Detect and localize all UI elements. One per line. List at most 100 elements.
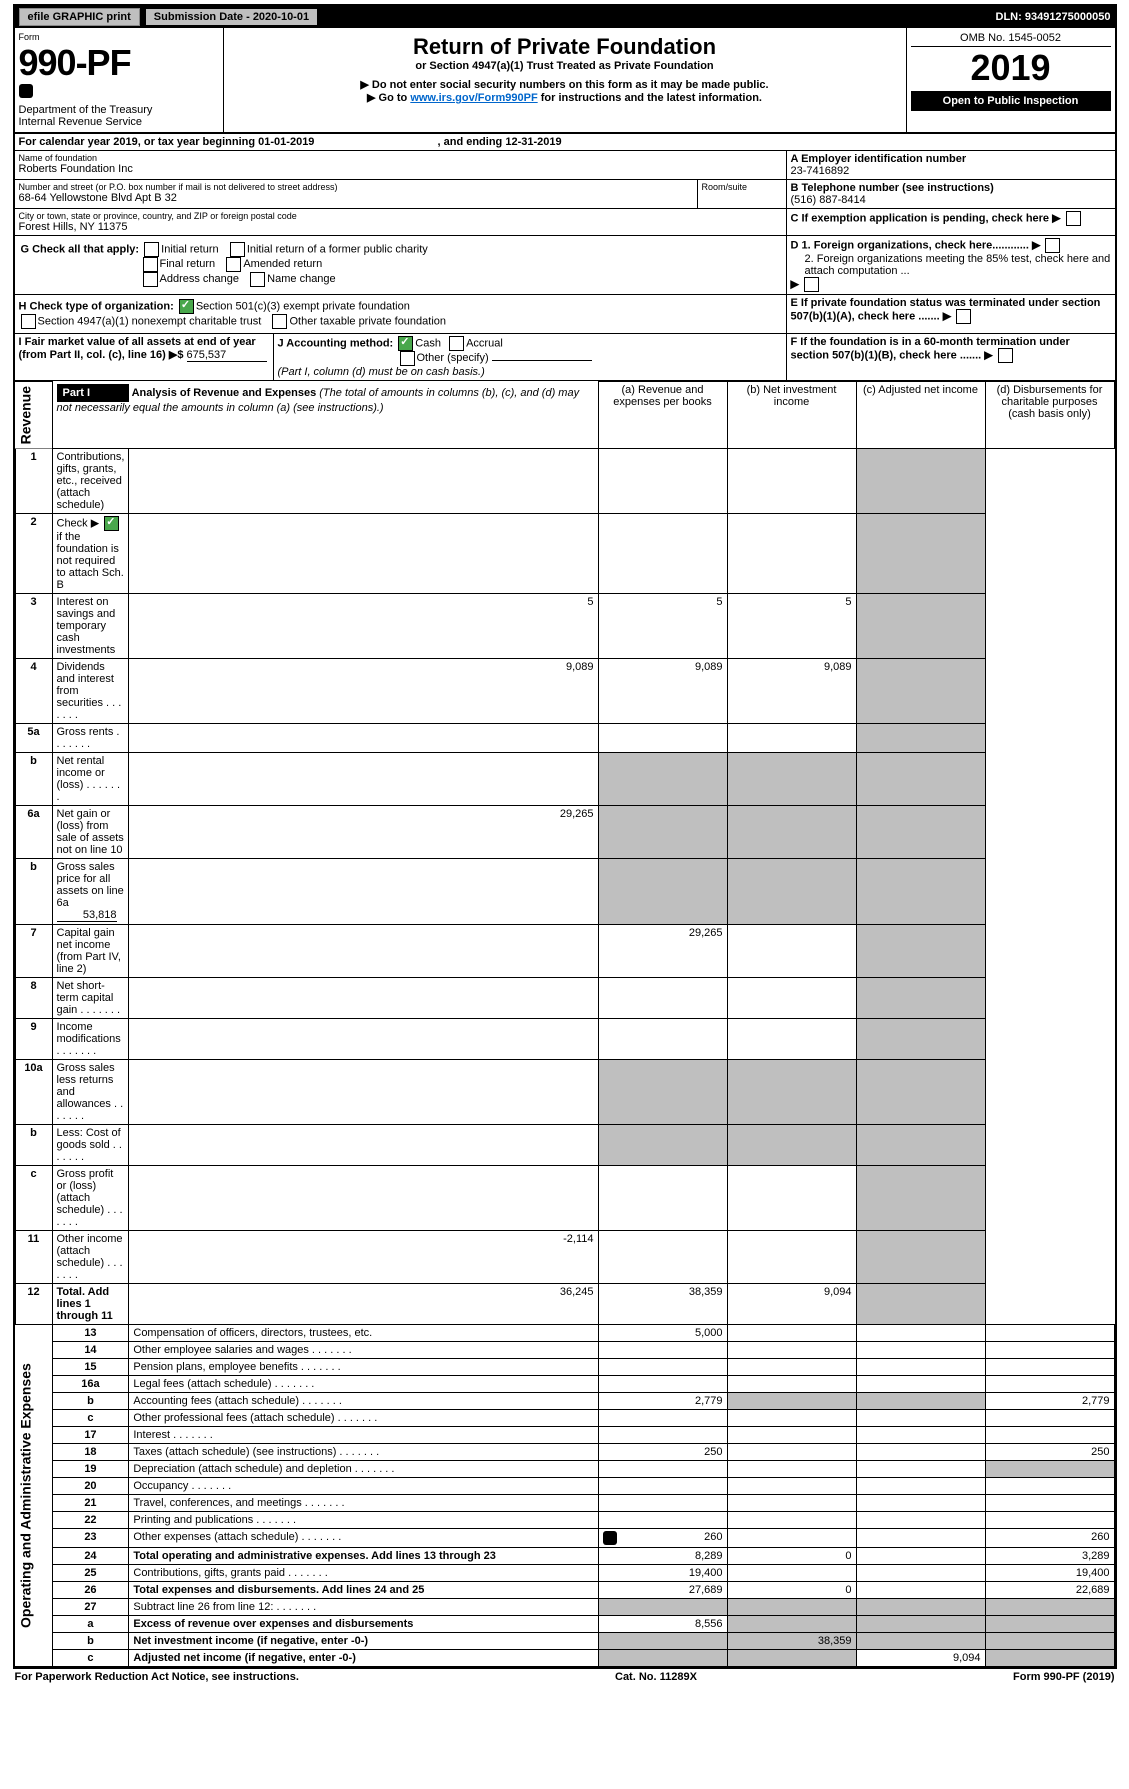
h-other-checkbox[interactable]	[272, 314, 287, 329]
table-row: 26Total expenses and disbursements. Add …	[15, 1582, 1114, 1599]
j-other-checkbox[interactable]	[400, 351, 415, 366]
table-row: cGross profit or (loss) (attach schedule…	[15, 1166, 1114, 1231]
form-number: 990-PF	[19, 42, 219, 84]
section-j: J Accounting method: Cash Accrual Other …	[274, 334, 787, 380]
h-4947-checkbox[interactable]	[21, 314, 36, 329]
table-row: 12Total. Add lines 1 through 1136,24538,…	[15, 1284, 1114, 1325]
irs-label: Internal Revenue Service	[19, 116, 219, 128]
table-row: bGross sales price for all assets on lin…	[15, 859, 1114, 925]
org-name: Roberts Foundation Inc	[19, 163, 782, 175]
col-a-header: (a) Revenue and expenses per books	[598, 382, 727, 449]
c-checkbox[interactable]	[1066, 211, 1081, 226]
table-row: aExcess of revenue over expenses and dis…	[15, 1616, 1114, 1633]
table-row: 22Printing and publications . . . . . . …	[15, 1512, 1114, 1529]
table-row: 10aGross sales less returns and allowanc…	[15, 1060, 1114, 1125]
dept-label: Department of the Treasury	[19, 104, 219, 116]
form-note2: ▶ Go to www.irs.gov/Form990PF for instru…	[230, 91, 900, 104]
table-row: 20Occupancy . . . . . . .	[15, 1478, 1114, 1495]
form-subtitle: or Section 4947(a)(1) Trust Treated as P…	[230, 60, 900, 72]
table-row: cAdjusted net income (if negative, enter…	[15, 1650, 1114, 1667]
table-row: 1Contributions, gifts, grants, etc., rec…	[15, 449, 1114, 514]
table-row: bNet rental income or (loss) . . . . . .…	[15, 753, 1114, 806]
g-name-checkbox[interactable]	[250, 272, 265, 287]
form-label: Form	[19, 32, 219, 42]
form-header: Form 990-PF Department of the Treasury I…	[15, 28, 1115, 133]
table-row: bAccounting fees (attach schedule) . . .…	[15, 1393, 1114, 1410]
section-i: I Fair market value of all assets at end…	[15, 334, 274, 380]
tax-year: 2019	[911, 47, 1111, 89]
g-address-checkbox[interactable]	[143, 272, 158, 287]
box-c: C If exemption application is pending, c…	[787, 209, 1115, 235]
table-row: 8Net short-term capital gain . . . . . .…	[15, 978, 1114, 1019]
room-label: Room/suite	[702, 182, 782, 192]
omb-number: OMB No. 1545-0052	[911, 32, 1111, 47]
efile-button[interactable]: efile GRAPHIC print	[19, 8, 140, 26]
footer: For Paperwork Reduction Act Notice, see …	[11, 1669, 1119, 1685]
table-row: 15Pension plans, employee benefits . . .…	[15, 1359, 1114, 1376]
box-f: F If the foundation is in a 60-month ter…	[787, 334, 1115, 380]
table-row: Operating and Administrative Expenses13C…	[15, 1325, 1114, 1342]
expenses-label: Operating and Administrative Expenses	[15, 1325, 52, 1667]
d2-checkbox[interactable]	[804, 277, 819, 292]
table-row: 14Other employee salaries and wages . . …	[15, 1342, 1114, 1359]
table-row: 25Contributions, gifts, grants paid . . …	[15, 1565, 1114, 1582]
city-label: City or town, state or province, country…	[19, 211, 782, 221]
table-row: 17Interest . . . . . . .	[15, 1427, 1114, 1444]
name-label: Name of foundation	[19, 153, 782, 163]
e-checkbox[interactable]	[956, 309, 971, 324]
form-ref: Form 990-PF (2019)	[1013, 1671, 1114, 1683]
f-checkbox[interactable]	[998, 348, 1013, 363]
form-container: efile GRAPHIC print Submission Date - 20…	[13, 4, 1117, 1669]
table-row: 5aGross rents . . . . . . .	[15, 724, 1114, 753]
inspection-label: Open to Public Inspection	[911, 91, 1111, 111]
table-row: bNet investment income (if negative, ent…	[15, 1633, 1114, 1650]
table-row: 23Other expenses (attach schedule) . . .…	[15, 1529, 1114, 1548]
table-row: 3Interest on savings and temporary cash …	[15, 594, 1114, 659]
table-row: 6aNet gain or (loss) from sale of assets…	[15, 806, 1114, 859]
ein-value: 23-7416892	[791, 165, 1111, 177]
table-row: 4Dividends and interest from securities …	[15, 659, 1114, 724]
table-row: 9Income modifications . . . . . . .	[15, 1019, 1114, 1060]
h-501c3-checkbox[interactable]	[179, 299, 194, 314]
col-d-header: (d) Disbursements for charitable purpose…	[985, 382, 1114, 449]
cal-year: For calendar year 2019, or tax year begi…	[15, 134, 1115, 150]
irs-link[interactable]: www.irs.gov/Form990PF	[410, 92, 537, 104]
agency-icon	[19, 84, 33, 98]
org-city: Forest Hills, NY 11375	[19, 221, 782, 233]
j-cash-checkbox[interactable]	[398, 336, 413, 351]
g-initial-checkbox[interactable]	[144, 242, 159, 257]
g-final-checkbox[interactable]	[143, 257, 158, 272]
g-amended-checkbox[interactable]	[226, 257, 241, 272]
table-row: 24Total operating and administrative exp…	[15, 1548, 1114, 1565]
table-row: 7Capital gain net income (from Part IV, …	[15, 925, 1114, 978]
addr-label: Number and street (or P.O. box number if…	[19, 182, 693, 192]
part1-title: Analysis of Revenue and Expenses	[132, 387, 317, 399]
table-row: 21Travel, conferences, and meetings . . …	[15, 1495, 1114, 1512]
paperwork-notice: For Paperwork Reduction Act Notice, see …	[15, 1671, 299, 1683]
col-c-header: (c) Adjusted net income	[856, 382, 985, 449]
table-row: 19Depreciation (attach schedule) and dep…	[15, 1461, 1114, 1478]
box-d: D 1. Foreign organizations, check here..…	[787, 236, 1115, 294]
g-initial-former-checkbox[interactable]	[230, 242, 245, 257]
table-row: 2Check ▶ if the foundation is not requir…	[15, 514, 1114, 594]
tel-value: (516) 887-8414	[791, 194, 1111, 206]
revenue-label: Revenue	[15, 382, 52, 449]
table-row: cOther professional fees (attach schedul…	[15, 1410, 1114, 1427]
section-g: G Check all that apply: Initial return I…	[15, 236, 787, 294]
cat-number: Cat. No. 11289X	[615, 1671, 697, 1683]
form-title: Return of Private Foundation	[230, 34, 900, 60]
table-row: bLess: Cost of goods sold . . . . . . .	[15, 1125, 1114, 1166]
submission-date: Submission Date - 2020-10-01	[146, 9, 317, 25]
ein-label: A Employer identification number	[791, 153, 1111, 165]
section-h: H Check type of organization: Section 50…	[15, 295, 787, 333]
table-row: 18Taxes (attach schedule) (see instructi…	[15, 1444, 1114, 1461]
top-bar: efile GRAPHIC print Submission Date - 20…	[15, 6, 1115, 28]
dln-number: DLN: 93491275000050	[996, 11, 1111, 23]
org-addr: 68-64 Yellowstone Blvd Apt B 32	[19, 192, 693, 204]
part1-table: Revenue Part I Analysis of Revenue and E…	[15, 381, 1115, 1667]
table-row: 11Other income (attach schedule) . . . .…	[15, 1231, 1114, 1284]
j-accrual-checkbox[interactable]	[449, 336, 464, 351]
d1-checkbox[interactable]	[1045, 238, 1060, 253]
col-b-header: (b) Net investment income	[727, 382, 856, 449]
table-row: 16aLegal fees (attach schedule) . . . . …	[15, 1376, 1114, 1393]
